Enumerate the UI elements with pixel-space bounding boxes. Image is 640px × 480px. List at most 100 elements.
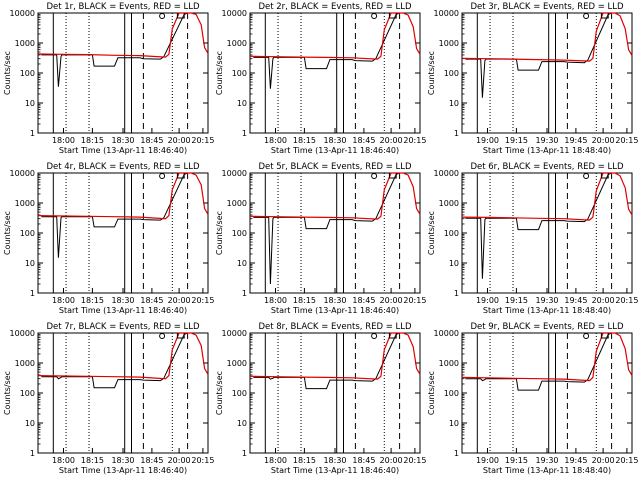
y-tick-label: 10000 (434, 9, 459, 18)
x-axis-label: Start Time (13-Apr-11 18:46:40) (271, 306, 399, 315)
lld-series-line (249, 172, 421, 220)
detector-panel: Det 3r, BLACK = Events, RED = LLD 1 10 100 1… (427, 2, 638, 155)
panel-title: Det 3r, BLACK = Events, RED = LLD (470, 2, 624, 12)
y-tick-label: 1 (30, 449, 35, 458)
y-tick-label: 100 (444, 69, 459, 78)
y-tick-label: 100 (232, 69, 247, 78)
y-tick-label: 10000 (10, 329, 35, 338)
y-tick-label: 100 (20, 69, 35, 78)
x-tick-label: 19:00 (476, 456, 499, 465)
y-tick-label: 1 (454, 449, 459, 458)
plot-frame (461, 332, 633, 454)
panel-title: Det 5r, BLACK = Events, RED = LLD (258, 162, 412, 172)
lld-series-line (461, 172, 633, 221)
y-tick-label: 1 (242, 289, 247, 298)
x-tick-label: 18:15 (293, 136, 316, 145)
y-tick-label: 1000 (439, 199, 459, 208)
y-tick-label: 1 (454, 129, 459, 138)
x-tick-label: 20:00 (592, 136, 615, 145)
plot-frame (37, 332, 209, 454)
saturation-marker (371, 333, 378, 339)
attenuator-marker (176, 173, 185, 179)
x-tick-label: 18:30 (111, 456, 134, 465)
detector-panel: Det 6r, BLACK = Events, RED = LLD 1 10 100 1… (427, 162, 638, 315)
x-tick-label: 20:15 (191, 456, 214, 465)
y-tick-label: 10000 (222, 169, 247, 178)
y-tick-label: 1 (30, 289, 35, 298)
y-tick-label: 10000 (434, 329, 459, 338)
y-axis-label: Counts/sec (3, 211, 12, 255)
x-tick-label: 20:15 (403, 296, 426, 305)
y-tick-label: 1000 (15, 359, 35, 368)
y-tick-label: 1000 (15, 199, 35, 208)
saturation-marker (159, 13, 166, 19)
y-tick-label: 1000 (227, 359, 247, 368)
lld-series-line (461, 332, 633, 382)
plot-frame (37, 172, 209, 294)
y-tick-label: 100 (232, 229, 247, 238)
x-axis-label: Start Time (13-Apr-11 18:48:40) (483, 146, 611, 155)
x-tick-label: 18:45 (352, 456, 375, 465)
y-axis-label: Counts/sec (215, 211, 224, 255)
x-tick-label: 18:00 (52, 136, 75, 145)
attenuator-marker (388, 173, 397, 179)
events-series-line (41, 172, 208, 258)
y-tick-label: 1000 (227, 199, 247, 208)
y-axis-label: Counts/sec (427, 211, 436, 255)
x-tick-label: 18:45 (352, 136, 375, 145)
events-series-line (465, 172, 632, 279)
attenuator-marker (600, 333, 609, 339)
y-tick-label: 10 (237, 259, 247, 268)
x-tick-label: 19:45 (564, 296, 587, 305)
x-tick-label: 19:15 (505, 136, 528, 145)
lld-series-line (249, 12, 421, 60)
x-axis-label: Start Time (13-Apr-11 18:46:40) (59, 306, 187, 315)
x-tick-label: 20:15 (403, 456, 426, 465)
x-tick-label: 20:00 (380, 456, 403, 465)
x-tick-label: 20:15 (191, 296, 214, 305)
y-tick-label: 1000 (227, 39, 247, 48)
plot-frame (249, 332, 421, 454)
y-tick-label: 10 (237, 419, 247, 428)
x-tick-label: 19:45 (564, 136, 587, 145)
y-tick-label: 1000 (439, 39, 459, 48)
y-tick-label: 1 (30, 129, 35, 138)
x-tick-label: 20:00 (592, 296, 615, 305)
x-tick-label: 20:00 (168, 136, 191, 145)
x-tick-label: 20:00 (168, 456, 191, 465)
lld-series-line (37, 172, 209, 220)
x-tick-label: 18:30 (323, 136, 346, 145)
saturation-marker (583, 333, 590, 339)
y-tick-label: 100 (20, 229, 35, 238)
detector-panel: Det 5r, BLACK = Events, RED = LLD 1 10 100 1… (215, 162, 426, 315)
x-tick-label: 18:45 (352, 296, 375, 305)
y-tick-label: 100 (232, 389, 247, 398)
x-tick-label: 19:45 (564, 456, 587, 465)
saturation-marker (371, 173, 378, 179)
x-tick-label: 19:30 (535, 296, 558, 305)
y-tick-label: 10 (449, 259, 459, 268)
y-tick-label: 10000 (10, 9, 35, 18)
events-series-line (465, 12, 632, 98)
panel-title: Det 1r, BLACK = Events, RED = LLD (46, 2, 200, 12)
x-tick-label: 20:00 (168, 296, 191, 305)
plot-frame (461, 12, 633, 134)
attenuator-marker (176, 13, 185, 19)
x-tick-label: 18:00 (52, 456, 75, 465)
x-tick-label: 20:00 (380, 136, 403, 145)
events-series-line (253, 172, 420, 285)
x-tick-label: 18:45 (140, 136, 163, 145)
x-tick-label: 20:15 (615, 136, 638, 145)
y-tick-label: 10 (25, 99, 35, 108)
x-tick-label: 19:30 (535, 456, 558, 465)
x-tick-label: 19:00 (476, 296, 499, 305)
lld-series-line (461, 12, 633, 62)
saturation-marker (583, 173, 590, 179)
y-axis-label: Counts/sec (427, 371, 436, 415)
y-tick-label: 1000 (439, 359, 459, 368)
plot-frame (37, 12, 209, 134)
panel-title: Det 2r, BLACK = Events, RED = LLD (258, 2, 412, 12)
y-axis-label: Counts/sec (3, 51, 12, 95)
detector-panel: Det 7r, BLACK = Events, RED = LLD 1 10 100 1… (3, 322, 214, 475)
saturation-marker (159, 173, 166, 179)
